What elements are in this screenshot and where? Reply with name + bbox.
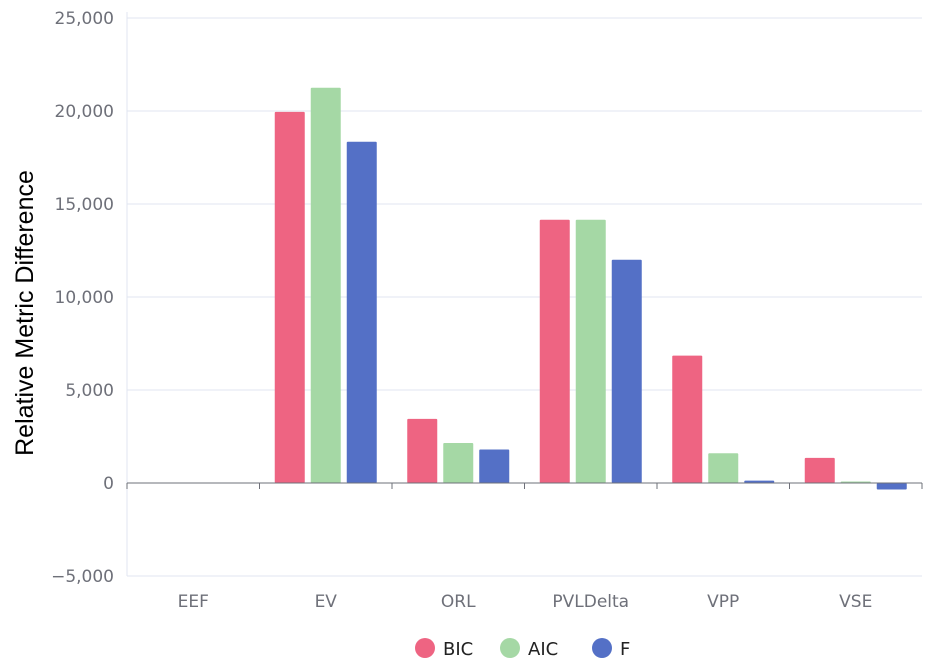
y-tick-label: 10,000 xyxy=(55,288,114,308)
bar-f-pvldelta[interactable] xyxy=(611,259,642,483)
legend-marker xyxy=(500,638,520,658)
bar-f-vse[interactable] xyxy=(876,483,907,490)
y-tick-labels: −5,000 0 5,000 10,000 15,000 20,000 25,000 xyxy=(51,9,114,587)
bar-bic-vpp[interactable] xyxy=(672,355,703,483)
bar-bic-ev[interactable] xyxy=(274,111,305,484)
bar-aic-pvldelta[interactable] xyxy=(575,219,606,483)
bar-bic-orl[interactable] xyxy=(407,418,438,483)
x-tick-label: VSE xyxy=(839,592,872,612)
y-tick-label: 25,000 xyxy=(55,9,114,29)
legend-label: F xyxy=(620,639,630,660)
y-tick-label: 15,000 xyxy=(55,195,114,215)
axes xyxy=(126,12,923,576)
x-tick-label: PVLDelta xyxy=(552,592,629,612)
y-axis-title: Relative Metric Difference xyxy=(11,170,39,456)
grid-lines xyxy=(127,17,922,577)
legend-label: AIC xyxy=(528,639,558,660)
y-tick-label: 20,000 xyxy=(55,102,114,122)
legend-marker xyxy=(592,638,612,658)
y-tick-label: 0 xyxy=(103,474,114,494)
y-tick-label: −5,000 xyxy=(51,567,114,587)
legend-item-bic[interactable]: BIC xyxy=(415,638,473,660)
bar-f-orl[interactable] xyxy=(479,449,510,483)
legend-item-f[interactable]: F xyxy=(592,638,630,660)
y-tick-label: 5,000 xyxy=(65,381,114,401)
bar-aic-orl[interactable] xyxy=(443,443,474,483)
x-tick-label: ORL xyxy=(441,592,476,612)
x-tick-labels: EEF EV ORL PVLDelta VPP VSE xyxy=(178,592,873,612)
bar-f-ev[interactable] xyxy=(346,141,377,483)
legend-label: BIC xyxy=(443,639,473,660)
bar-aic-ev[interactable] xyxy=(310,87,341,483)
x-tick-label: EEF xyxy=(178,592,209,612)
legend[interactable]: BIC AIC F xyxy=(415,638,630,660)
x-tick-label: EV xyxy=(315,592,338,612)
bar-bic-vse[interactable] xyxy=(804,457,835,483)
legend-marker xyxy=(415,638,435,658)
x-tick-label: VPP xyxy=(707,592,739,612)
bars xyxy=(274,87,907,490)
bar-bic-pvldelta[interactable] xyxy=(539,219,570,483)
legend-item-aic[interactable]: AIC xyxy=(500,638,558,660)
bar-f-vpp[interactable] xyxy=(744,480,775,483)
bar-aic-vpp[interactable] xyxy=(708,453,739,483)
